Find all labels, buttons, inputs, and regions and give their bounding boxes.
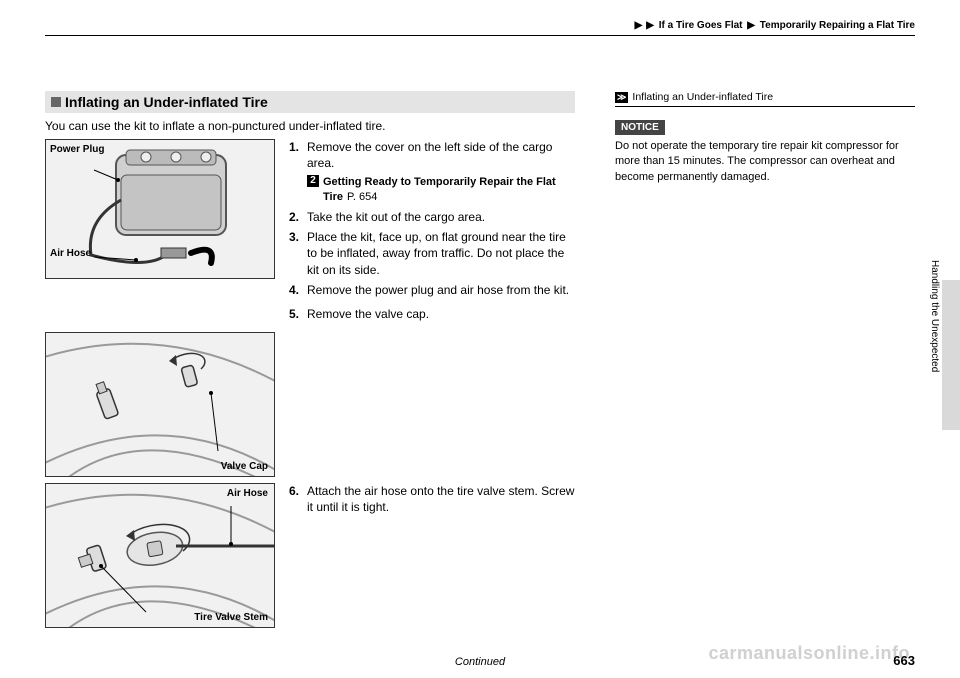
step-num: 6. xyxy=(289,483,307,515)
breadcrumb-arrow: ▶ xyxy=(635,20,643,31)
step-text: Attach the air hose onto the tire valve … xyxy=(307,483,575,515)
steps-block-2: 6.Attach the air hose onto the tire valv… xyxy=(289,483,575,628)
steps-block-1: 1.Remove the cover on the left side of t… xyxy=(289,139,575,326)
section-title: Inflating an Under-inflated Tire xyxy=(45,91,575,113)
footer: Continued 663 xyxy=(45,656,915,668)
breadcrumb-arrow: ▶ xyxy=(646,20,654,31)
breadcrumb-seg1: If a Tire Goes Flat xyxy=(659,20,743,31)
step-text: Remove the power plug and air hose from … xyxy=(307,282,569,298)
breadcrumb-seg2: Temporarily Repairing a Flat Tire xyxy=(760,20,915,31)
xref: 2 Getting Ready to Temporarily Repair th… xyxy=(307,175,575,205)
page-number: 663 xyxy=(893,653,915,668)
notice-text: Do not operate the temporary tire repair… xyxy=(615,139,915,185)
side-heading-icon: ≫ xyxy=(615,92,628,103)
figure-compressor: Power Plug Air Hose xyxy=(45,139,275,279)
side-heading-text: Inflating an Under-inflated Tire xyxy=(632,91,773,103)
fig3-label-hose: Air Hose xyxy=(227,488,268,499)
step-text: Take the kit out of the cargo area. xyxy=(307,209,485,225)
fig3-label-stem: Tire Valve Stem xyxy=(194,612,268,623)
step-num: 4. xyxy=(289,282,307,298)
fig2-label-valve: Valve Cap xyxy=(221,461,268,472)
step-num: 3. xyxy=(289,229,307,278)
section-title-text: Inflating an Under-inflated Tire xyxy=(65,94,268,110)
step-num: 5. xyxy=(289,306,307,322)
side-tab xyxy=(942,280,960,430)
side-heading: ≫ Inflating an Under-inflated Tire xyxy=(615,91,915,107)
notice-label: NOTICE xyxy=(615,120,665,135)
title-bullet-icon xyxy=(51,97,61,107)
figure-valve-cap: Valve Cap xyxy=(45,332,275,477)
side-column: ≫ Inflating an Under-inflated Tire NOTICE… xyxy=(615,91,915,634)
xref-icon: 2 xyxy=(307,175,319,187)
footer-continued: Continued xyxy=(45,656,915,668)
step-num: 1. xyxy=(289,139,307,171)
breadcrumb-arrow: ▶ xyxy=(747,20,755,31)
figure-air-hose: Air Hose Tire Valve Stem xyxy=(45,483,275,628)
main-column: Inflating an Under-inflated Tire You can… xyxy=(45,91,575,634)
fig1-label-power: Power Plug xyxy=(50,144,104,155)
step-text: Remove the cover on the left side of the… xyxy=(307,139,575,171)
step-num: 2. xyxy=(289,209,307,225)
step-text: Remove the valve cap. xyxy=(307,306,429,322)
fig1-label-air: Air Hose xyxy=(50,248,91,259)
side-tab-label: Handling the Unexpected xyxy=(929,260,940,460)
xref-page: P. 654 xyxy=(347,191,377,203)
intro-text: You can use the kit to inflate a non-pun… xyxy=(45,119,575,133)
breadcrumb: ▶▶ If a Tire Goes Flat ▶ Temporarily Rep… xyxy=(45,20,915,36)
step-text: Place the kit, face up, on flat ground n… xyxy=(307,229,575,278)
